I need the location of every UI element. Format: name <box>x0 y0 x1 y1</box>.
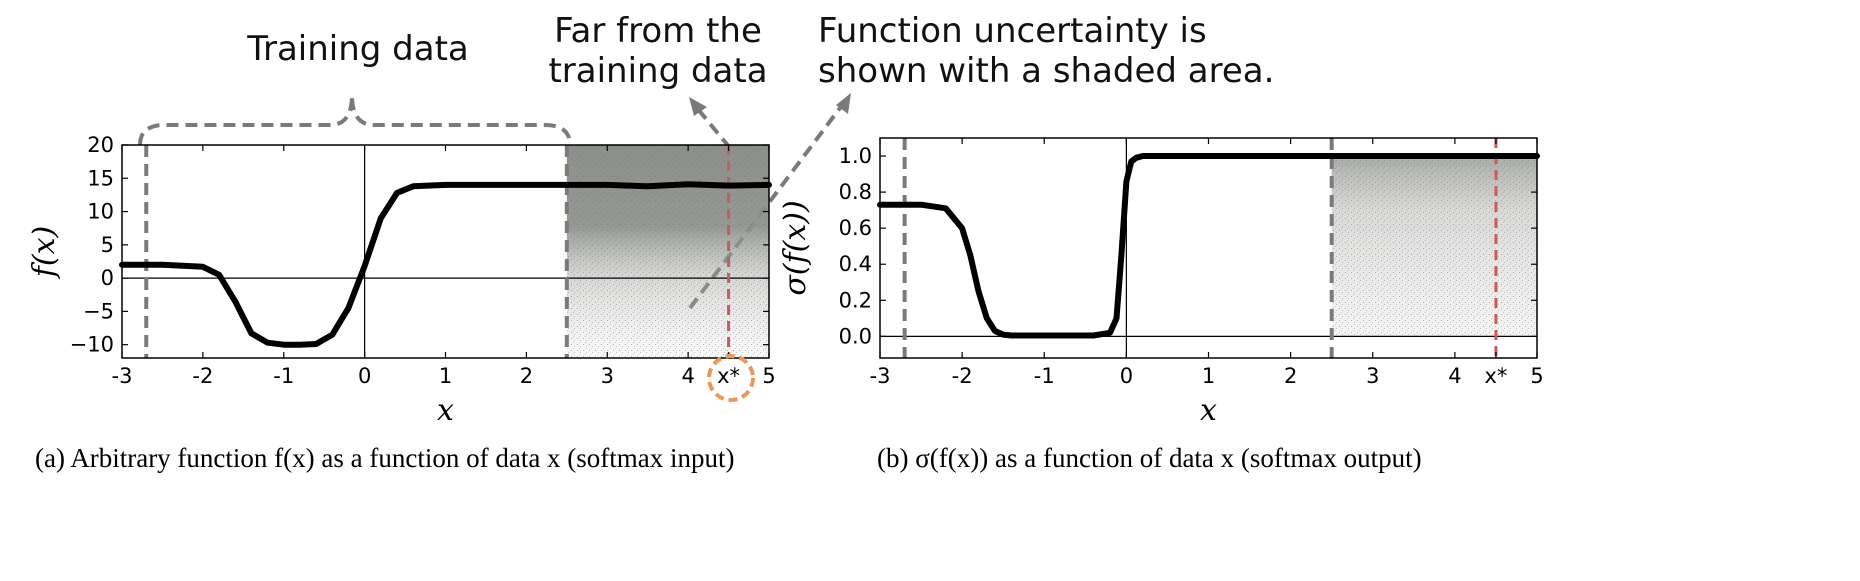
far-arrow <box>689 97 732 150</box>
caption-a: (a) Arbitrary function f(x) as a functio… <box>35 443 735 473</box>
training-data-brace <box>138 94 572 146</box>
y-tick-label: 5 <box>101 233 114 257</box>
x-tick-label: 0 <box>1120 364 1133 388</box>
x-tick-label: 2 <box>1284 364 1297 388</box>
x-tick-label: -3 <box>870 364 891 388</box>
x-tick-label: -2 <box>952 364 973 388</box>
uncertainty-speckle <box>566 145 769 358</box>
x-tick-label: 4 <box>1448 364 1461 388</box>
x-tick-label: 5 <box>762 364 775 388</box>
x-tick-label: 2 <box>520 364 533 388</box>
y-tick-label: 0.4 <box>839 252 872 276</box>
y-tick-label: 20 <box>87 133 114 157</box>
x-tick-label: 1 <box>439 364 452 388</box>
chart-b: -3 -2 -1 0 1 2 3 4 x* 5 1.0 0.8 0.6 0.4 0.2 0.0 x σ(f(x)) <box>778 137 1544 428</box>
y-tick-label: 15 <box>87 166 114 190</box>
annotation-far-line-2: training data <box>548 51 767 91</box>
x-star-highlight-circle <box>707 354 755 402</box>
x-tick-label: -3 <box>112 364 133 388</box>
x-tick-label: 3 <box>601 364 614 388</box>
x-tick-label: 3 <box>1366 364 1379 388</box>
x-axis-label: x <box>1200 393 1217 428</box>
y-tick-label: −10 <box>70 333 114 357</box>
chart-a: -3 -2 -1 0 1 2 3 4 x* 5 20 15 10 5 0 −5 −10 x f(x) <box>27 133 776 428</box>
y-axis-label: f(x) <box>27 226 62 279</box>
x-tick-label: -1 <box>1034 364 1055 388</box>
x-tick-label: -2 <box>192 364 213 388</box>
x-tick-label: x* <box>1484 364 1507 388</box>
x-tick-label: 1 <box>1202 364 1215 388</box>
x-tick-label: x* <box>717 364 740 388</box>
y-tick-label: 0 <box>101 266 114 290</box>
x-tick-label: -1 <box>273 364 294 388</box>
function-curve <box>119 181 772 348</box>
y-axis-label: σ(f(x)) <box>778 200 813 295</box>
y-tick-label: 0.8 <box>839 180 872 204</box>
x-tick-label: 5 <box>1530 364 1543 388</box>
annotation-uncertainty-line-2: shown with a shaded area. <box>818 51 1274 91</box>
annotation-uncertainty-line-1: Function uncertainty is <box>818 11 1207 51</box>
x-tick-label: 0 <box>358 364 371 388</box>
uncertainty-speckle <box>1331 156 1537 337</box>
annotation-training-data: Training data <box>246 29 469 69</box>
y-tick-label: 0.6 <box>839 216 872 240</box>
x-axis-label: x <box>437 393 454 428</box>
y-tick-label: 0.2 <box>839 288 872 312</box>
x-tick-label: 4 <box>681 364 694 388</box>
y-tick-label: −5 <box>83 299 114 323</box>
y-tick-label: 0.0 <box>839 324 872 348</box>
y-tick-label: 10 <box>87 200 114 224</box>
function-curve <box>877 153 1540 339</box>
annotation-far-line-1: Far from the <box>554 11 762 51</box>
y-tick-label: 1.0 <box>839 144 872 168</box>
caption-b: (b) σ(f(x)) as a function of data x (sof… <box>877 443 1422 473</box>
